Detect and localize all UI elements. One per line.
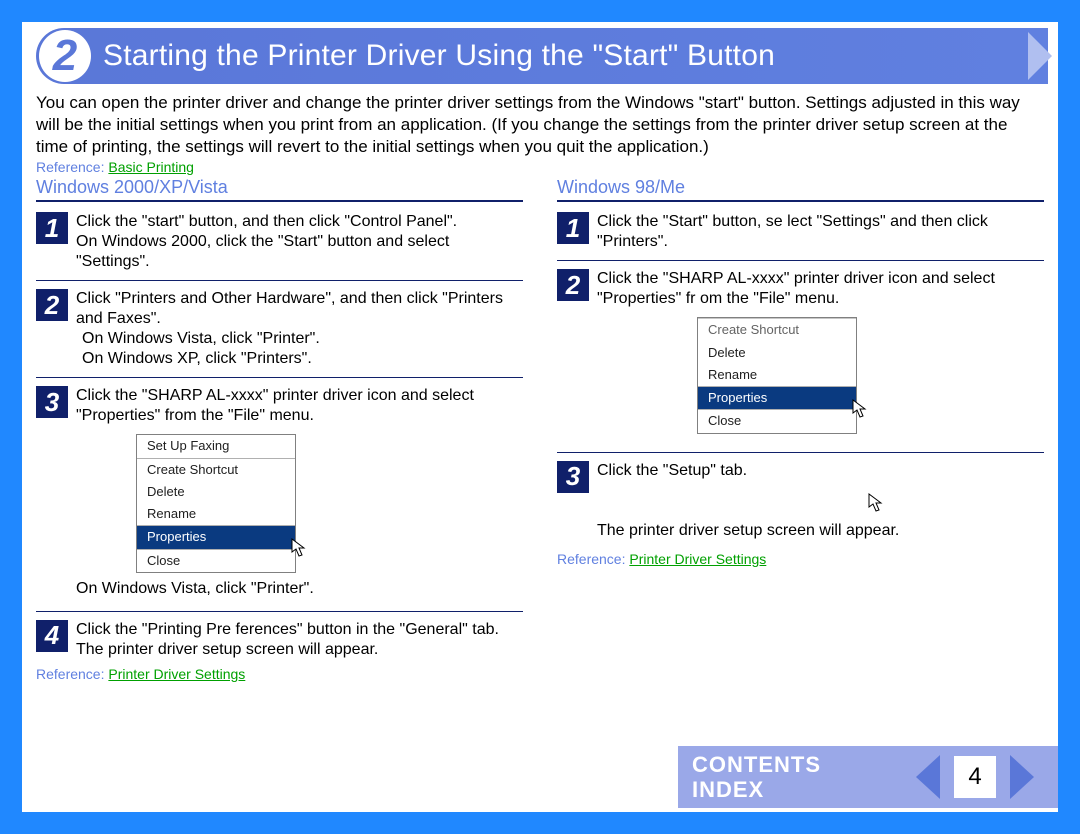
step-badge: 1: [36, 212, 68, 244]
section-header: 2 Starting the Printer Driver Using the …: [36, 28, 1048, 84]
next-page-button[interactable]: [1010, 755, 1034, 799]
ref-label: Reference:: [557, 551, 625, 567]
cursor-icon: [852, 399, 868, 419]
step-text: Click the "SHARP AL-xxxx" printer driver…: [597, 269, 1044, 309]
menu-item[interactable]: Close: [137, 550, 295, 572]
step-text: Click the "SHARP AL-xxxx" printer driver…: [76, 386, 523, 426]
banner-arrow-icon: [1028, 32, 1052, 80]
contents-link[interactable]: CONTENTS: [692, 752, 821, 777]
left-column: Windows 2000/XP/Vista 1 Click the "start…: [36, 177, 523, 682]
right-step-2: 2 Click the "SHARP AL-xxxx" printer driv…: [557, 265, 1044, 447]
ref-label: Reference:: [36, 666, 104, 682]
step-text: On Windows Vista, click "Printer".: [82, 329, 523, 349]
step-text: Click "Printers and Other Hardware", and…: [76, 289, 523, 329]
right-step-3: 3 Click the "Setup" tab. The printer dri…: [557, 457, 1044, 549]
index-link[interactable]: INDEX: [692, 777, 821, 802]
menu-item[interactable]: Delete: [137, 481, 295, 503]
step-text: Click the "Start" button, se lect "Setti…: [597, 212, 1044, 252]
step-badge: 3: [557, 461, 589, 493]
step-text: Click the "Printing Pre ferences" button…: [76, 620, 523, 640]
menu-item[interactable]: Set Up Faxing: [137, 435, 295, 457]
section-number: 2: [39, 30, 91, 82]
footer-nav: CONTENTS INDEX 4: [678, 746, 1058, 808]
step-badge: 3: [36, 386, 68, 418]
step-badge: 1: [557, 212, 589, 244]
cursor-icon: [291, 538, 307, 558]
context-menu: Set Up Faxing Create Shortcut Delete Ren…: [136, 434, 296, 573]
step-text: On Windows 2000, click the "Start" butto…: [76, 232, 523, 272]
cursor-icon: [868, 493, 884, 519]
menu-item[interactable]: Rename: [137, 503, 295, 525]
footer-links[interactable]: CONTENTS INDEX: [692, 752, 821, 803]
ref-link-printer-driver-settings[interactable]: Printer Driver Settings: [108, 666, 245, 682]
left-step-3: 3 Click the "SHARP AL-xxxx" printer driv…: [36, 382, 523, 607]
left-step-4: 4 Click the "Printing Pre ferences" butt…: [36, 616, 523, 662]
left-col-title: Windows 2000/XP/Vista: [36, 177, 523, 202]
step-text: On Windows Vista, click "Printer".: [76, 579, 523, 599]
intro-text: You can open the printer driver and chan…: [36, 92, 1044, 157]
left-step-2: 2 Click "Printers and Other Hardware", a…: [36, 285, 523, 378]
menu-item[interactable]: Close: [698, 410, 856, 432]
right-col-title: Windows 98/Me: [557, 177, 1044, 202]
step-badge: 4: [36, 620, 68, 652]
page-content: 2 Starting the Printer Driver Using the …: [22, 22, 1058, 812]
menu-item-selected[interactable]: Properties: [137, 526, 295, 548]
menu-item-selected[interactable]: Properties: [698, 387, 856, 409]
left-step-1: 1 Click the "start" button, and then cli…: [36, 208, 523, 281]
ref-link-printer-driver-settings[interactable]: Printer Driver Settings: [629, 551, 766, 567]
page-number: 4: [954, 756, 996, 798]
step-text: Click the "start" button, and then click…: [76, 212, 523, 232]
step-badge: 2: [36, 289, 68, 321]
step-badge: 2: [557, 269, 589, 301]
ref-link-basic-printing[interactable]: Basic Printing: [108, 159, 194, 175]
ref-label: Reference:: [36, 159, 104, 175]
menu-item[interactable]: Create Shortcut: [137, 459, 295, 481]
menu-item[interactable]: Delete: [698, 342, 856, 364]
reference-top: Reference: Basic Printing: [36, 159, 1044, 175]
prev-page-button[interactable]: [916, 755, 940, 799]
right-step-1: 1 Click the "Start" button, se lect "Set…: [557, 208, 1044, 261]
columns: Windows 2000/XP/Vista 1 Click the "start…: [36, 177, 1044, 682]
section-title: Starting the Printer Driver Using the "S…: [103, 39, 775, 73]
menu-item[interactable]: Create Shortcut: [698, 318, 856, 341]
right-column: Windows 98/Me 1 Click the "Start" button…: [557, 177, 1044, 682]
step-text: The printer driver setup screen will app…: [76, 640, 523, 660]
step-text: Click the "Setup" tab.: [597, 461, 1044, 481]
step-text: On Windows XP, click "Printers".: [82, 349, 523, 369]
menu-item[interactable]: Rename: [698, 364, 856, 386]
step-text: The printer driver setup screen will app…: [597, 521, 1044, 541]
context-menu: Create Shortcut Delete Rename Properties…: [697, 317, 857, 433]
